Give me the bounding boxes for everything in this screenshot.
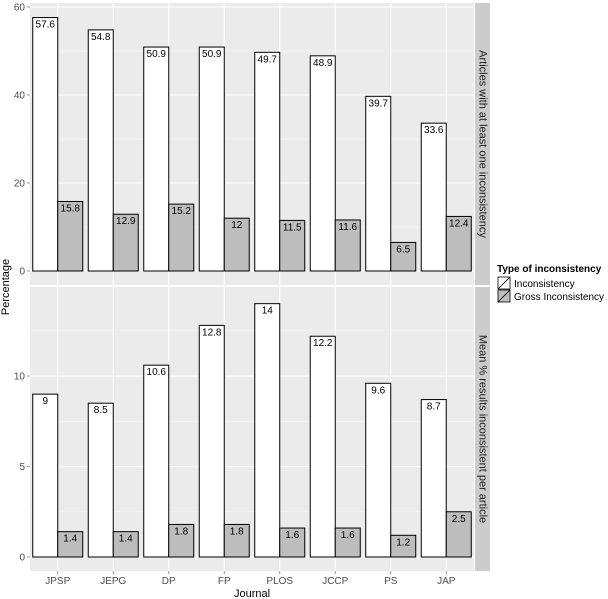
bar-inconsistency [143, 46, 170, 272]
bar-gross-inconsistency [390, 241, 417, 272]
bar-value-label: 6.5 [396, 244, 410, 255]
bar-gross-inconsistency [279, 219, 306, 272]
bar-inconsistency [32, 17, 59, 272]
bar-value-label: 57.6 [36, 20, 56, 31]
bar-value-label: 1.4 [63, 534, 77, 545]
bar-gross-inconsistency [390, 534, 417, 558]
bar-value-label: 49.7 [258, 54, 278, 65]
bar-inconsistency [420, 122, 447, 272]
bar-value-label: 9.6 [371, 385, 385, 396]
x-tick-label: FP [218, 576, 231, 587]
legend-entry-label: Inconsistency [514, 279, 575, 290]
bar-gross-inconsistency [112, 213, 139, 272]
bar-gross-inconsistency [334, 219, 361, 272]
y-tick-label: 5 [19, 462, 25, 473]
y-tick-label: 40 [14, 91, 26, 102]
bar-inconsistency [365, 382, 392, 558]
bar-inconsistency [365, 95, 392, 272]
bar-gross-inconsistency [168, 523, 195, 558]
bar-value-label: 11.5 [283, 222, 302, 233]
bar-value-label: 12 [231, 220, 243, 231]
bar-value-label: 12.9 [116, 216, 136, 227]
bar-inconsistency [254, 303, 281, 558]
bar-inconsistency [254, 51, 281, 272]
bar-inconsistency [420, 399, 447, 558]
y-tick-label: 0 [19, 267, 25, 278]
bar-value-label: 50.9 [202, 49, 222, 60]
legend-key-slash [497, 289, 511, 303]
bar-gross-inconsistency [57, 200, 84, 272]
y-tick-label: 60 [14, 3, 26, 14]
y-tick-label: 10 [14, 372, 26, 383]
bar-inconsistency [309, 55, 336, 272]
bar-gross-inconsistency [334, 527, 361, 558]
bar-value-label: 11.6 [338, 222, 357, 233]
bar-value-label: 1.2 [396, 537, 410, 548]
bar-gross-inconsistency [445, 215, 472, 272]
bar-value-label: 1.6 [341, 530, 355, 541]
bar-inconsistency [87, 402, 114, 558]
facet-strip-2 [475, 287, 490, 571]
bar-value-label: 1.8 [230, 526, 244, 537]
bar-value-label: 8.7 [427, 402, 441, 413]
bar-value-label: 12.8 [202, 327, 222, 338]
bar-value-label: 9 [42, 396, 48, 407]
bar-gross-inconsistency [168, 203, 195, 272]
bar-gross-inconsistency [112, 531, 139, 558]
x-tick-label: PS [384, 576, 398, 587]
bar-value-label: 2.5 [452, 514, 466, 525]
bar-inconsistency [87, 29, 114, 272]
bar-value-label: 54.8 [91, 32, 111, 43]
bar-value-label: 33.6 [424, 125, 444, 136]
bar-value-label: 50.9 [147, 49, 167, 60]
bar-gross-inconsistency [57, 531, 84, 558]
bar-inconsistency [198, 46, 225, 272]
bar-value-label: 12.2 [313, 338, 333, 349]
bar-value-label: 1.4 [119, 534, 133, 545]
legend-key-slash [497, 276, 511, 290]
bar-gross-inconsistency [445, 511, 472, 558]
bar-value-label: 1.8 [174, 526, 188, 537]
bar-value-label: 10.6 [147, 367, 167, 378]
bar-value-label: 15.2 [172, 206, 192, 217]
bar-value-label: 48.9 [313, 58, 333, 69]
x-tick-label: JAP [437, 576, 456, 587]
bar-value-label: 15.8 [61, 203, 81, 214]
y-tick-label: 20 [14, 179, 26, 190]
legend-title: Type of inconsistency [497, 264, 602, 275]
bar-inconsistency [198, 324, 225, 558]
legend-entry-label: Gross Inconsistency [514, 292, 604, 303]
x-tick-label: JCCP [322, 576, 348, 587]
x-tick-label: DP [162, 576, 176, 587]
x-tick-label: JEPG [100, 576, 126, 587]
bar-value-label: 14 [262, 306, 274, 317]
x-tick-label: PLOS [266, 576, 293, 587]
bar-inconsistency [143, 364, 170, 558]
bar-value-label: 8.5 [94, 405, 108, 416]
x-tick-label: JPSP [45, 576, 70, 587]
bar-value-label: 1.6 [285, 530, 299, 541]
bar-gross-inconsistency [279, 527, 306, 558]
y-axis-title: Percentage [0, 259, 12, 315]
facet-strip-1 [475, 3, 490, 285]
y-tick-label: 0 [19, 553, 25, 564]
bar-gross-inconsistency [223, 523, 250, 558]
facet-strip-label: Mean % results inconsistent per article [477, 335, 489, 523]
bar-inconsistency [32, 393, 59, 558]
facet-strip-label: Articles with at least one inconsistency [477, 50, 489, 238]
bar-gross-inconsistency [223, 217, 250, 272]
bar-value-label: 39.7 [369, 98, 389, 109]
bar-value-label: 12.4 [449, 218, 469, 229]
bar-inconsistency [309, 335, 336, 558]
x-axis-title: Journal [234, 588, 270, 599]
